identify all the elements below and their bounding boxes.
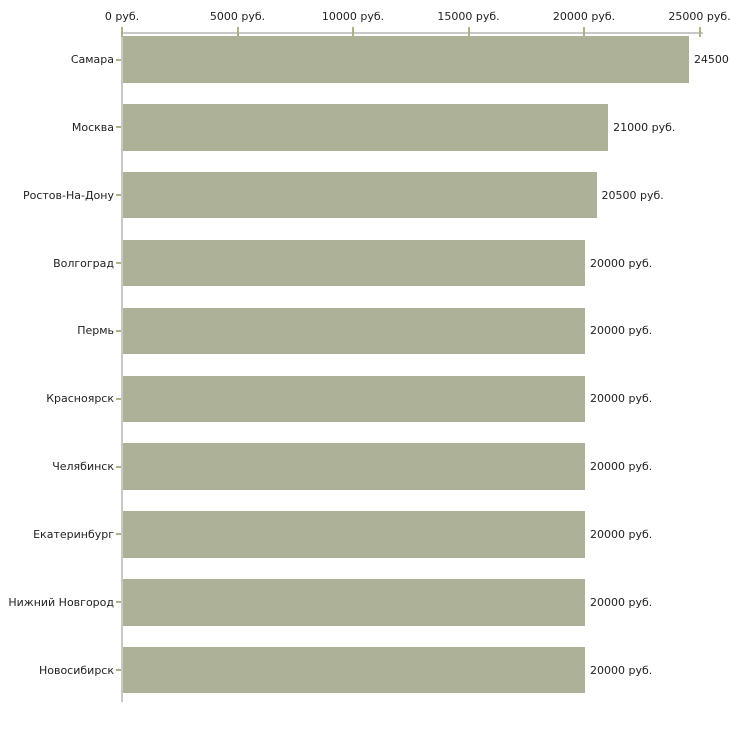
- bar: [123, 104, 609, 151]
- value-label: 24500: [693, 53, 729, 66]
- bar: [123, 443, 585, 490]
- x-axis-tick: [121, 27, 123, 37]
- category-label: Нижний Новгород: [8, 595, 114, 609]
- category-tick: [116, 329, 121, 332]
- category-tick: [116, 397, 121, 400]
- category-tick: [116, 126, 121, 129]
- y-axis-line: [121, 32, 123, 702]
- category-label: Волгоград: [53, 256, 114, 270]
- category-tick: [116, 601, 121, 604]
- value-label: 20000 руб.: [590, 527, 653, 541]
- value-label: 20000 руб.: [590, 392, 653, 406]
- value-label: 20000 руб.: [590, 324, 653, 338]
- category-label: Новосибирск: [38, 663, 114, 677]
- category-tick: [116, 533, 121, 536]
- category-label: Красноярск: [46, 392, 114, 406]
- x-axis-tick-label: 25000 руб.: [668, 10, 730, 23]
- category-tick: [116, 262, 121, 265]
- value-label: 20000 руб.: [590, 663, 653, 677]
- category-tick: [116, 669, 121, 672]
- value-label: 21000 руб.: [613, 120, 676, 134]
- category-label: Екатеринбург: [33, 527, 114, 541]
- x-axis-tick-label: 0 руб.: [104, 10, 140, 23]
- category-label: Самара: [70, 53, 114, 66]
- x-axis-tick-label: 20000 руб.: [552, 10, 616, 23]
- x-axis-line: [121, 32, 703, 34]
- x-axis-tick: [352, 27, 354, 37]
- x-axis-tick-label: 15000 руб.: [437, 10, 500, 23]
- x-axis-tick: [698, 27, 701, 37]
- value-label: 20000 руб.: [590, 256, 653, 270]
- bar: [123, 375, 585, 422]
- x-axis-tick: [467, 27, 470, 37]
- x-axis-tick: [583, 27, 585, 37]
- category-label: Пермь: [77, 324, 114, 338]
- value-label: 20000 руб.: [590, 460, 653, 474]
- bar: [123, 307, 585, 355]
- category-label: Москва: [71, 120, 114, 134]
- bar: [123, 511, 585, 558]
- value-label: 20000 руб.: [590, 595, 653, 609]
- bar: [123, 239, 585, 287]
- category-label: Ростов-На-Дону: [22, 188, 114, 202]
- category-tick: [116, 465, 121, 468]
- value-label: 20500 руб.: [601, 188, 664, 202]
- bar: [123, 579, 585, 626]
- category-label: Челябинск: [52, 460, 114, 474]
- category-tick: [116, 194, 121, 197]
- bar: [123, 36, 689, 83]
- category-tick: [116, 58, 121, 61]
- x-axis-tick: [236, 27, 239, 37]
- bar: [123, 171, 597, 219]
- bar: [123, 646, 585, 694]
- x-axis-tick-label: 5000 руб.: [209, 10, 266, 23]
- x-axis-tick-label: 10000 руб.: [321, 10, 385, 23]
